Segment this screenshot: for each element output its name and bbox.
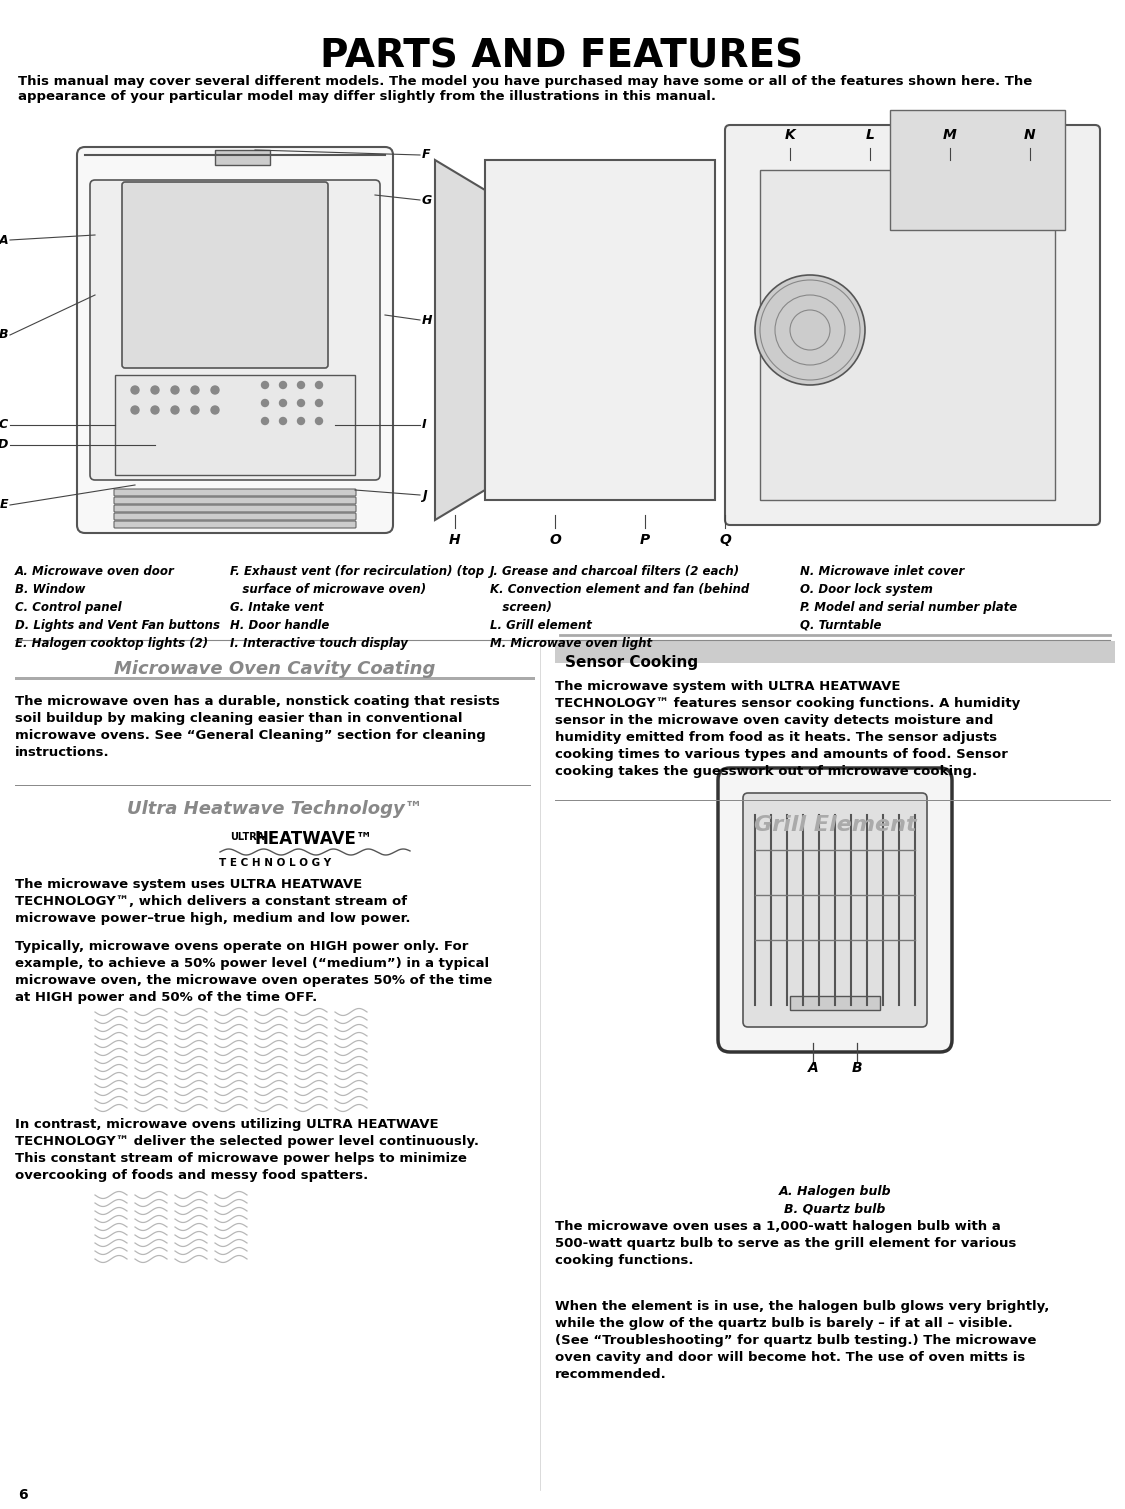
Circle shape <box>261 418 269 424</box>
Circle shape <box>171 406 179 413</box>
Text: Sensor Cooking: Sensor Cooking <box>565 655 699 670</box>
Text: F. Exhaust vent (for recirculation) (top
   surface of microwave oven)
G. Intake: F. Exhaust vent (for recirculation) (top… <box>229 564 484 650</box>
Text: H: H <box>422 314 432 326</box>
Text: The microwave system uses ULTRA HEATWAVE
TECHNOLOGY™, which delivers a constant : The microwave system uses ULTRA HEATWAVE… <box>15 878 411 925</box>
Bar <box>15 678 536 681</box>
Circle shape <box>151 406 159 413</box>
Circle shape <box>191 406 199 413</box>
Text: F: F <box>422 148 431 161</box>
Text: J. Grease and charcoal filters (2 each)
K. Convection element and fan (behind
  : J. Grease and charcoal filters (2 each) … <box>490 564 749 650</box>
Text: E: E <box>0 498 8 512</box>
Bar <box>890 110 1065 229</box>
Circle shape <box>315 382 323 388</box>
Text: B: B <box>0 329 8 341</box>
Circle shape <box>315 400 323 406</box>
Circle shape <box>151 386 159 394</box>
Circle shape <box>212 386 219 394</box>
Text: A. Halogen bulb
B. Quartz bulb: A. Halogen bulb B. Quartz bulb <box>778 1185 891 1216</box>
FancyBboxPatch shape <box>76 146 393 533</box>
Circle shape <box>171 386 179 394</box>
Text: This manual may cover several different models. The model you have purchased may: This manual may cover several different … <box>18 75 1033 103</box>
FancyBboxPatch shape <box>114 496 356 504</box>
FancyBboxPatch shape <box>114 506 356 512</box>
Text: Microwave Oven Cavity Coating: Microwave Oven Cavity Coating <box>115 659 435 678</box>
Text: D: D <box>0 439 8 451</box>
Text: The microwave system with ULTRA HEATWAVE
TECHNOLOGY™ features sensor cooking fun: The microwave system with ULTRA HEATWAVE… <box>555 681 1020 779</box>
Text: PARTS AND FEATURES: PARTS AND FEATURES <box>321 38 803 75</box>
Text: P: P <box>640 533 650 546</box>
Text: ULTRA: ULTRA <box>229 831 264 842</box>
Text: C: C <box>0 418 8 432</box>
Circle shape <box>130 406 140 413</box>
Text: Q: Q <box>719 533 731 546</box>
Text: L: L <box>865 128 874 142</box>
Bar <box>760 171 1055 499</box>
Text: G: G <box>422 193 432 207</box>
Circle shape <box>279 400 287 406</box>
Circle shape <box>212 406 219 413</box>
Text: O: O <box>549 533 561 546</box>
FancyBboxPatch shape <box>718 768 952 1052</box>
Circle shape <box>315 418 323 424</box>
FancyBboxPatch shape <box>742 794 927 1028</box>
Circle shape <box>297 418 305 424</box>
FancyBboxPatch shape <box>122 183 328 368</box>
Text: A: A <box>808 1061 818 1074</box>
Text: I: I <box>422 418 426 432</box>
Text: T E C H N O L O G Y: T E C H N O L O G Y <box>219 859 331 868</box>
Text: M: M <box>943 128 957 142</box>
FancyBboxPatch shape <box>114 513 356 521</box>
Text: A. Microwave oven door
B. Window
C. Control panel
D. Lights and Vent Fan buttons: A. Microwave oven door B. Window C. Cont… <box>15 564 220 650</box>
FancyBboxPatch shape <box>114 489 356 496</box>
Circle shape <box>755 275 865 385</box>
Circle shape <box>130 386 140 394</box>
Circle shape <box>191 386 199 394</box>
Bar <box>485 160 716 499</box>
Circle shape <box>297 400 305 406</box>
Bar <box>115 376 356 475</box>
Bar <box>555 641 1115 662</box>
FancyBboxPatch shape <box>90 180 380 480</box>
Text: K: K <box>784 128 795 142</box>
Text: HEATWAVE™: HEATWAVE™ <box>255 830 374 848</box>
Text: 6: 6 <box>18 1488 28 1501</box>
Text: B: B <box>852 1061 863 1074</box>
Text: The microwave oven uses a 1,000-watt halogen bulb with a
500-watt quartz bulb to: The microwave oven uses a 1,000-watt hal… <box>555 1219 1016 1268</box>
Circle shape <box>261 400 269 406</box>
Text: When the element is in use, the halogen bulb glows very brightly,
while the glow: When the element is in use, the halogen … <box>555 1299 1050 1381</box>
Circle shape <box>279 418 287 424</box>
Bar <box>790 996 880 1010</box>
Text: N: N <box>1024 128 1036 142</box>
Polygon shape <box>435 160 485 521</box>
Text: A: A <box>0 234 8 246</box>
FancyBboxPatch shape <box>724 125 1100 525</box>
Text: In contrast, microwave ovens utilizing ULTRA HEATWAVE
TECHNOLOGY™ deliver the se: In contrast, microwave ovens utilizing U… <box>15 1118 479 1182</box>
Text: J: J <box>422 489 426 501</box>
Text: H: H <box>449 533 461 546</box>
Bar <box>215 149 270 164</box>
FancyBboxPatch shape <box>114 521 356 528</box>
Text: Ultra Heatwave Technology™: Ultra Heatwave Technology™ <box>127 800 423 818</box>
Text: The microwave oven has a durable, nonstick coating that resists
soil buildup by : The microwave oven has a durable, nonsti… <box>15 696 500 759</box>
Text: Grill Element: Grill Element <box>754 815 916 834</box>
Text: N. Microwave inlet cover
O. Door lock system
P. Model and serial number plate
Q.: N. Microwave inlet cover O. Door lock sy… <box>800 564 1017 632</box>
Text: Typically, microwave ovens operate on HIGH power only. For
example, to achieve a: Typically, microwave ovens operate on HI… <box>15 940 493 1003</box>
Circle shape <box>261 382 269 388</box>
Circle shape <box>297 382 305 388</box>
Circle shape <box>279 382 287 388</box>
